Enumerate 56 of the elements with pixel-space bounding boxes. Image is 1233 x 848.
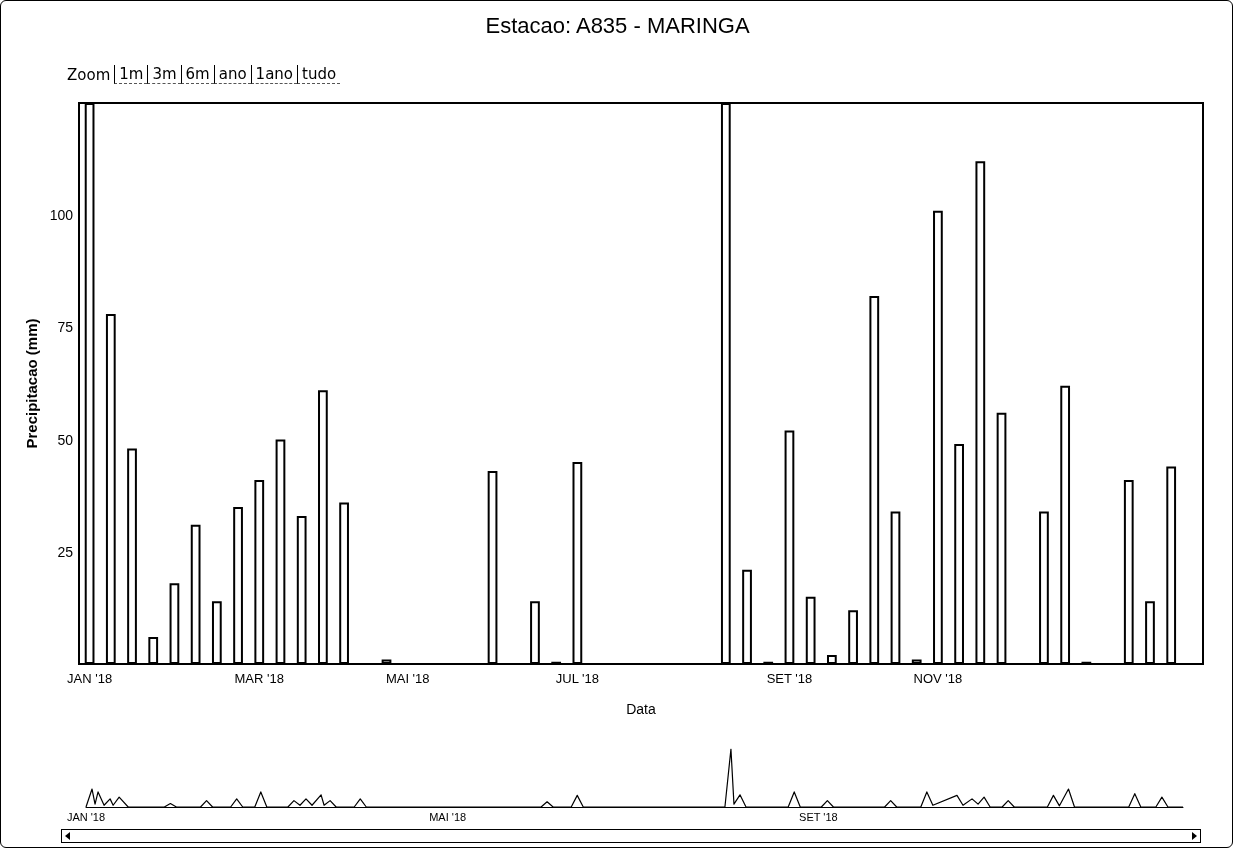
bar — [211, 601, 222, 664]
bar — [1145, 601, 1155, 664]
text: 1ano — [250, 65, 298, 84]
bar — [1123, 479, 1134, 664]
x-tick-label: JUL '18 — [555, 671, 599, 686]
bar — [742, 569, 752, 664]
x-axis-title: Data — [626, 701, 656, 717]
bar — [127, 448, 137, 664]
bar — [911, 659, 922, 664]
bar — [1039, 511, 1049, 664]
bar — [1166, 466, 1177, 664]
bar — [890, 511, 901, 664]
y-axis-title: Precipitacao (mm) — [22, 318, 40, 449]
y-tick-label: 25 — [57, 543, 74, 560]
bar — [805, 596, 816, 664]
bar — [487, 471, 498, 664]
x-tick-label: SET '18 — [799, 810, 838, 823]
chart-title: Estacao: A835 - MARINGA — [485, 12, 750, 38]
bar — [784, 430, 795, 664]
y-tick-label: 100 — [49, 207, 74, 224]
text: 1m — [114, 65, 148, 84]
bar — [975, 161, 986, 664]
bar — [826, 655, 837, 664]
bar — [1060, 385, 1071, 664]
bar — [296, 515, 307, 664]
text: 3m — [147, 65, 181, 84]
y-tick-label: 75 — [57, 319, 74, 336]
bar — [996, 412, 1007, 664]
x-tick-label: JAN '18 — [66, 810, 106, 823]
bar — [339, 502, 349, 664]
bar — [848, 610, 858, 664]
bar — [254, 479, 265, 664]
bar — [530, 601, 540, 664]
bar — [869, 295, 880, 664]
bar — [275, 439, 286, 664]
x-tick-label: MAI '18 — [385, 671, 430, 686]
bar — [318, 390, 328, 664]
text: 6m — [180, 65, 214, 84]
x-tick-label: NOV '18 — [913, 671, 963, 686]
y-tick-label: 50 — [57, 431, 74, 448]
bar — [105, 313, 116, 664]
bar — [572, 462, 583, 664]
bar — [148, 637, 159, 664]
x-tick-label: SET '18 — [766, 671, 813, 686]
x-tick-label: JAN '18 — [67, 671, 113, 686]
x-tick-label: MAI '18 — [429, 810, 467, 823]
text: Zoom — [66, 65, 112, 84]
text: ano — [213, 65, 251, 84]
bar — [933, 210, 943, 664]
bar — [233, 506, 243, 664]
text: tudo — [297, 65, 341, 84]
bar — [190, 524, 201, 664]
x-tick-label: MAR '18 — [234, 671, 284, 686]
bar — [381, 659, 392, 664]
bar — [169, 583, 180, 664]
bar — [954, 444, 964, 664]
